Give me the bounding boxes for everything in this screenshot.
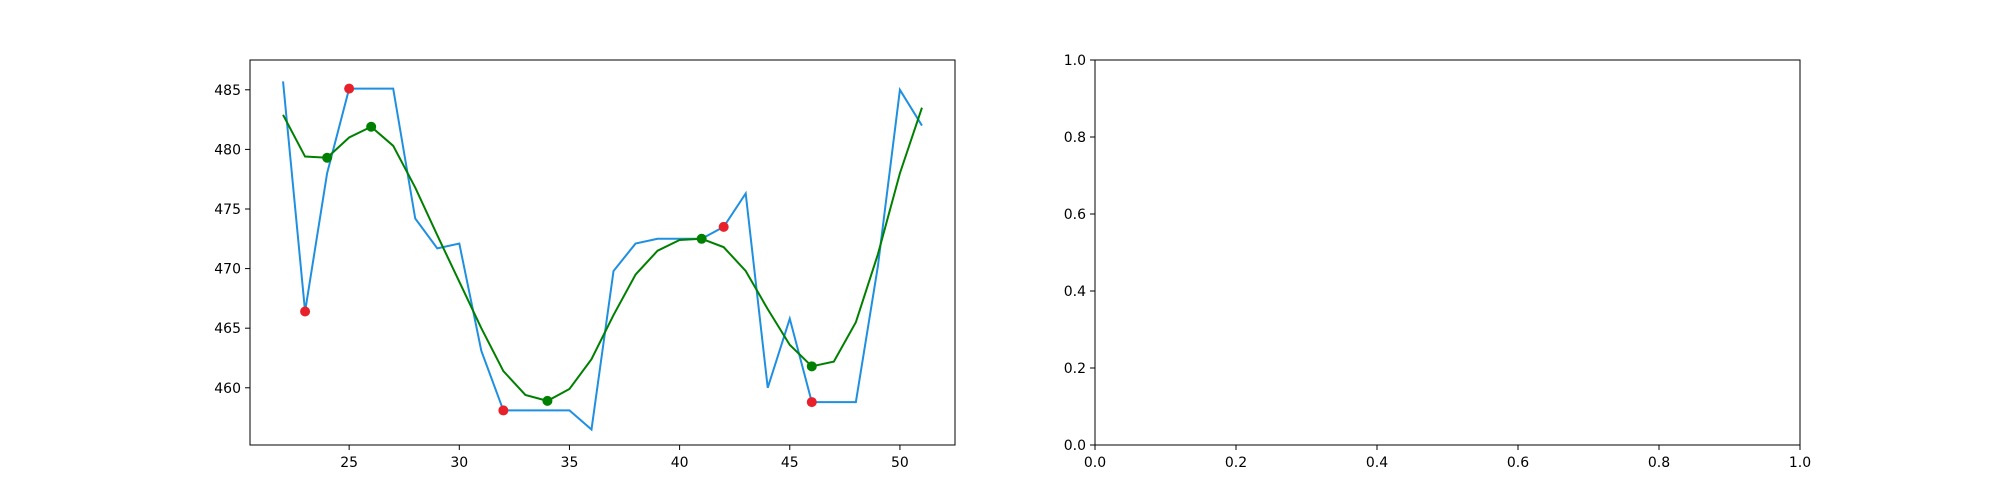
x-tick-label: 30 [450, 455, 468, 471]
y-tick-label: 465 [214, 321, 241, 337]
marker-point [322, 152, 333, 163]
marker-point [300, 306, 311, 317]
marker-point [542, 395, 553, 406]
x-tick-label: 0.6 [1507, 455, 1529, 471]
marker-point [498, 405, 509, 416]
y-tick-label: 480 [214, 142, 241, 158]
y-tick-label: 0.6 [1064, 207, 1086, 223]
y-tick-label: 0.4 [1064, 284, 1086, 300]
y-tick-label: 0.2 [1064, 361, 1086, 377]
y-tick-label: 470 [214, 262, 241, 278]
x-tick-label: 0.4 [1366, 455, 1388, 471]
x-tick-label: 0.8 [1648, 455, 1670, 471]
marker-point [696, 233, 707, 244]
chart-left: 25 30 35 40 45 50 460 465 470 475 480 485 [214, 59, 956, 471]
x-tick-label: 1.0 [1789, 455, 1811, 471]
x-tick-label: 50 [891, 455, 909, 471]
marker-point [806, 397, 817, 408]
y-tick-label: 0.8 [1064, 130, 1086, 146]
y-tick-label: 0.0 [1064, 438, 1086, 454]
marker-point [366, 121, 377, 132]
x-tick-label: 0.0 [1084, 455, 1106, 471]
x-tick-label: 45 [781, 455, 799, 471]
y-tick-label: 1.0 [1064, 53, 1086, 69]
y-tick-label: 460 [214, 381, 241, 397]
marker-point [344, 83, 355, 94]
y-tick-label: 475 [214, 202, 241, 218]
axes-frame [249, 59, 956, 446]
marker-point [718, 221, 729, 232]
axes-frame [1094, 59, 1801, 446]
y-tick-label: 485 [214, 83, 241, 99]
x-tick-label: 0.2 [1225, 455, 1247, 471]
chart-right: 0.0 0.2 0.4 0.6 0.8 1.0 0.0 0.2 0.4 0.6 0.8 1.0 [1064, 53, 1811, 471]
x-tick-label: 40 [671, 455, 689, 471]
x-tick-label: 35 [561, 455, 579, 471]
marker-point [806, 361, 817, 372]
x-tick-label: 25 [340, 455, 358, 471]
